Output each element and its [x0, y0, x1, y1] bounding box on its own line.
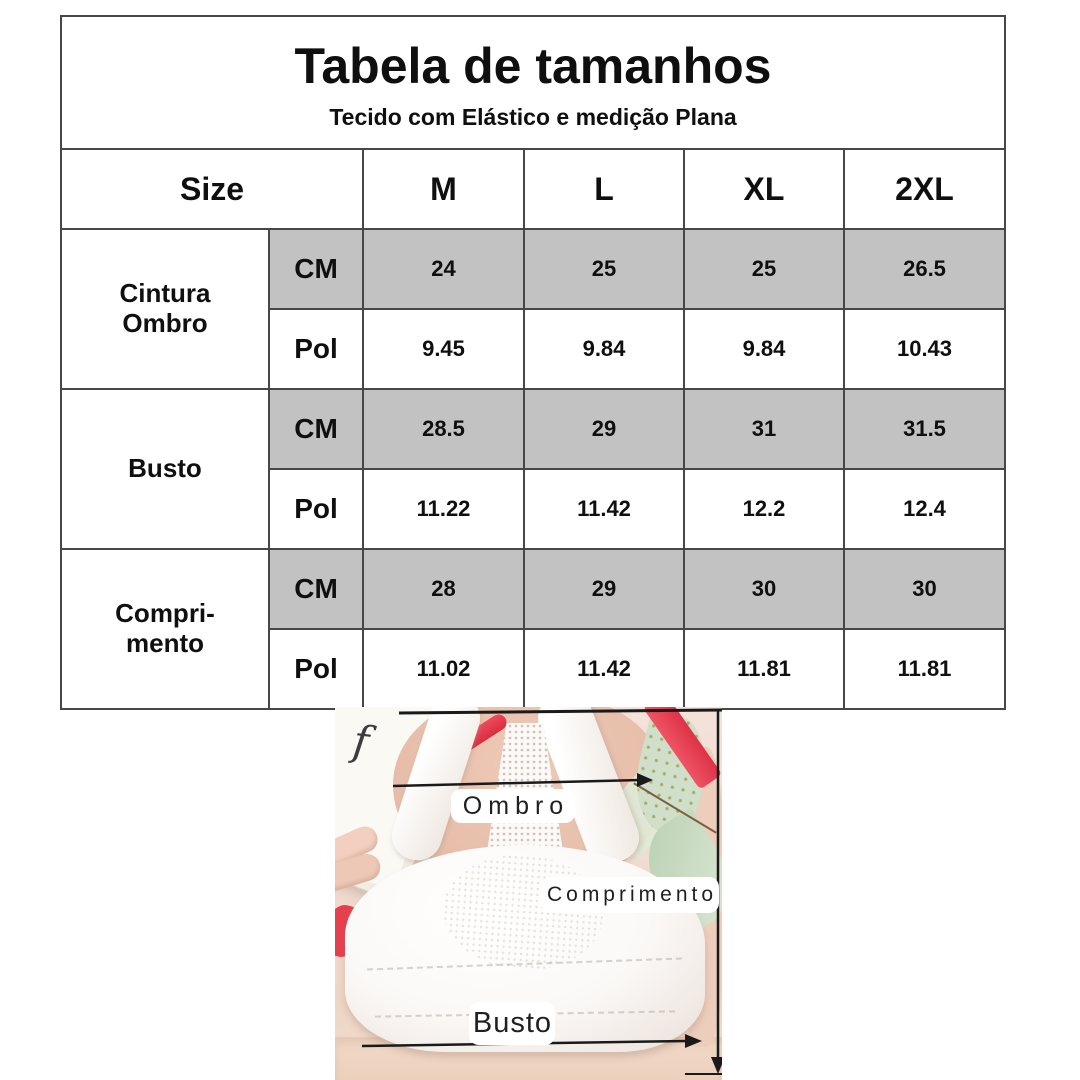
cell-value: 28 [362, 548, 525, 630]
cell-value: 30 [683, 548, 845, 630]
size-col-2xl: 2XL [842, 148, 1007, 230]
table-row: Pol 11.22 11.42 12.2 12.4 [61, 468, 1007, 550]
cell-value: 31.5 [842, 388, 1007, 470]
bust-label: Busto [469, 1002, 555, 1045]
bust-arrowhead-icon [685, 1034, 702, 1048]
shoulder-arrowhead-icon [637, 773, 653, 787]
table-row: Busto CM 28.5 29 31 31.5 [60, 388, 1007, 550]
cell-value: 12.4 [842, 468, 1007, 550]
table-title-row: Tabela de tamanhos Tecido com Elástico e… [59, 15, 1007, 150]
top-reference-line [398, 708, 722, 715]
cell-value: 10.43 [842, 308, 1007, 390]
length-arrowhead-icon [711, 1057, 722, 1074]
cell-value: 25 [683, 228, 845, 310]
cell-value: 29 [523, 548, 685, 630]
table-row: Cintura Ombro CM 24 25 25 26.5 [60, 228, 1007, 390]
cell-value: 11.42 [523, 468, 685, 550]
size-table: Tabela de tamanhos Tecido com Elástico e… [59, 15, 1007, 710]
cell-value: 11.81 [842, 628, 1007, 710]
unit-cm-label: CM [268, 548, 364, 630]
product-photo: f Ombro Comprimento Busto [335, 707, 722, 1080]
page-title: Tabela de tamanhos [294, 37, 772, 94]
row-label-line: mento [126, 628, 204, 658]
unit-cm-label: CM [268, 388, 364, 470]
cell-value: 9.84 [523, 308, 685, 390]
size-col-l: L [523, 148, 685, 230]
row-label-line: Compri- [115, 598, 215, 629]
table-row: Pol 11.02 11.42 11.81 11.81 [61, 628, 1007, 710]
shoulder-arrow-line [392, 778, 640, 788]
size-header-row: Size M L XL 2XL [60, 148, 1007, 230]
page-subtitle: Tecido com Elástico e medição Plana [329, 104, 737, 131]
row-label-busto: Busto [60, 388, 270, 550]
size-col-xl: XL [683, 148, 845, 230]
unit-pol-label: Pol [268, 308, 364, 390]
size-col-m: M [362, 148, 525, 230]
row-label-line: Busto [128, 453, 202, 484]
cell-value: 11.02 [362, 628, 525, 710]
unit-cm-label: CM [268, 228, 364, 310]
cell-value: 11.42 [523, 628, 685, 710]
row-label-line: Ombro [122, 308, 208, 338]
cell-value: 28.5 [362, 388, 525, 470]
shoulder-label: Ombro [451, 789, 575, 823]
cell-value: 9.84 [683, 308, 845, 390]
cell-value: 9.45 [362, 308, 525, 390]
length-label: Comprimento [541, 877, 719, 913]
table-row: Compri- mento CM 28 29 30 30 [60, 548, 1007, 710]
row-label-line: Cintura [119, 278, 211, 309]
cell-value: 29 [523, 388, 685, 470]
cell-value: 11.81 [683, 628, 845, 710]
row-label-comprimento: Compri- mento [60, 548, 270, 710]
unit-pol-label: Pol [268, 468, 364, 550]
cell-value: 31 [683, 388, 845, 470]
cell-value: 25 [523, 228, 685, 310]
cell-value: 24 [362, 228, 525, 310]
title-cell: Tabela de tamanhos Tecido com Elástico e… [59, 15, 1007, 150]
row-label-cintura-ombro: Cintura Ombro [60, 228, 270, 390]
cell-value: 12.2 [683, 468, 845, 550]
cell-value: 26.5 [842, 228, 1007, 310]
cell-value: 11.22 [362, 468, 525, 550]
cell-value: 30 [842, 548, 1007, 630]
table-row: Pol 9.45 9.84 9.84 10.43 [61, 308, 1007, 390]
unit-pol-label: Pol [268, 628, 364, 710]
size-header-label: Size [60, 148, 364, 230]
